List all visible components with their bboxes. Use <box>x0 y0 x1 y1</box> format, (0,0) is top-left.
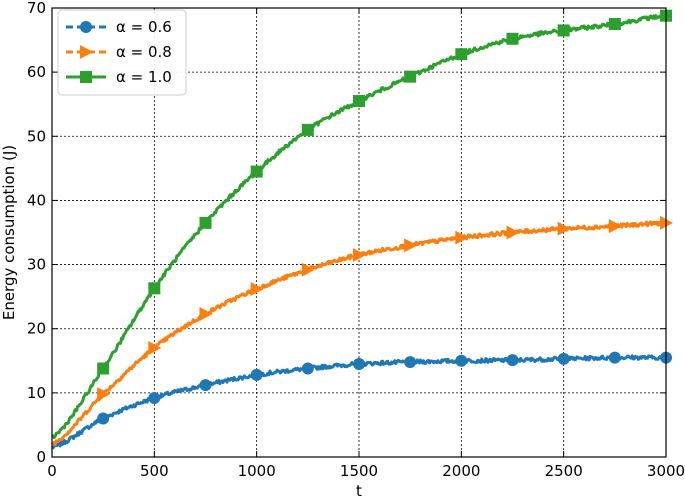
legend-label-2: α = 1.0 <box>116 68 172 86</box>
series-2-point-5 <box>301 123 314 136</box>
y-tick-label-3: 30 <box>27 256 46 274</box>
x-tick-label-2: 1000 <box>238 462 276 480</box>
x-tick-label-6: 3000 <box>647 462 685 480</box>
series-2-point-11 <box>608 18 621 31</box>
y-tick-label-2: 20 <box>27 320 46 338</box>
series-0-point-7 <box>404 356 417 369</box>
series-0-point-5 <box>301 362 314 375</box>
series-1-point-5 <box>301 262 315 277</box>
y-tick-label-6: 60 <box>27 63 46 81</box>
axes: 0 500 1000 1500 2000 2500 3000 0 10 20 30 40 50 60 70 <box>27 0 685 480</box>
y-axis-label: Energy consumption (J) <box>0 145 18 320</box>
series-0-point-10 <box>557 352 570 365</box>
legend-entry-1: α = 0.8 <box>66 43 172 61</box>
y-tick-label-7: 70 <box>27 0 46 17</box>
series-1 <box>50 215 673 446</box>
grid <box>52 8 666 457</box>
series-0 <box>51 351 672 450</box>
legend: α = 0.6 α = 0.8 α = 1.0 <box>57 9 187 96</box>
series-2-point-2 <box>148 282 161 295</box>
series-0-point-9 <box>506 354 519 367</box>
series-0-point-4 <box>250 368 263 381</box>
series-2-point-6 <box>353 95 365 108</box>
series-1-point-9 <box>506 225 520 240</box>
series-1-point-10 <box>557 221 571 236</box>
series-0-point-1 <box>97 412 110 425</box>
y-tick-label-4: 40 <box>27 191 46 209</box>
series-0-point-11 <box>608 351 621 364</box>
legend-marker-1 <box>80 45 93 59</box>
y-tick-label-1: 10 <box>27 384 46 402</box>
series-2 <box>51 9 672 440</box>
series-2-point-9 <box>506 32 519 45</box>
x-tick-label-4: 2000 <box>442 462 480 480</box>
series-1-point-2 <box>148 340 162 355</box>
legend-entry-2: α = 1.0 <box>66 68 172 86</box>
series-2-point-7 <box>404 70 417 83</box>
legend-entry-0: α = 0.6 <box>66 18 172 36</box>
series-1-point-1 <box>97 387 111 402</box>
series-1-point-6 <box>353 247 366 262</box>
x-tick-label-3: 1500 <box>340 462 378 480</box>
legend-label-1: α = 0.8 <box>116 43 172 61</box>
series-0-point-2 <box>148 391 161 404</box>
series-1-point-4 <box>250 281 264 296</box>
series-2-point-1 <box>97 362 110 375</box>
y-tick-label-0: 0 <box>36 448 46 466</box>
series-1-point-8 <box>455 230 469 245</box>
legend-marker-0 <box>80 21 92 33</box>
legend-marker-2 <box>80 71 92 83</box>
x-axis-label: t <box>356 482 362 500</box>
x-tick-label-5: 2500 <box>545 462 583 480</box>
series-1-point-7 <box>404 238 418 253</box>
legend-label-0: α = 0.6 <box>116 18 172 36</box>
series-2-point-4 <box>250 165 263 178</box>
series-0-point-6 <box>353 357 365 370</box>
y-tick-label-5: 50 <box>27 127 46 145</box>
series-1-point-3 <box>199 306 213 321</box>
series-2-point-8 <box>455 48 468 61</box>
series-2-point-10 <box>557 24 570 37</box>
x-tick-label-1: 500 <box>140 462 169 480</box>
x-tick-label-0: 0 <box>47 462 57 480</box>
series-0-point-8 <box>455 354 468 367</box>
series-1-point-11 <box>608 219 622 234</box>
series-0-point-3 <box>199 379 212 392</box>
series-layer <box>50 9 673 450</box>
series-2-point-3 <box>199 216 212 229</box>
